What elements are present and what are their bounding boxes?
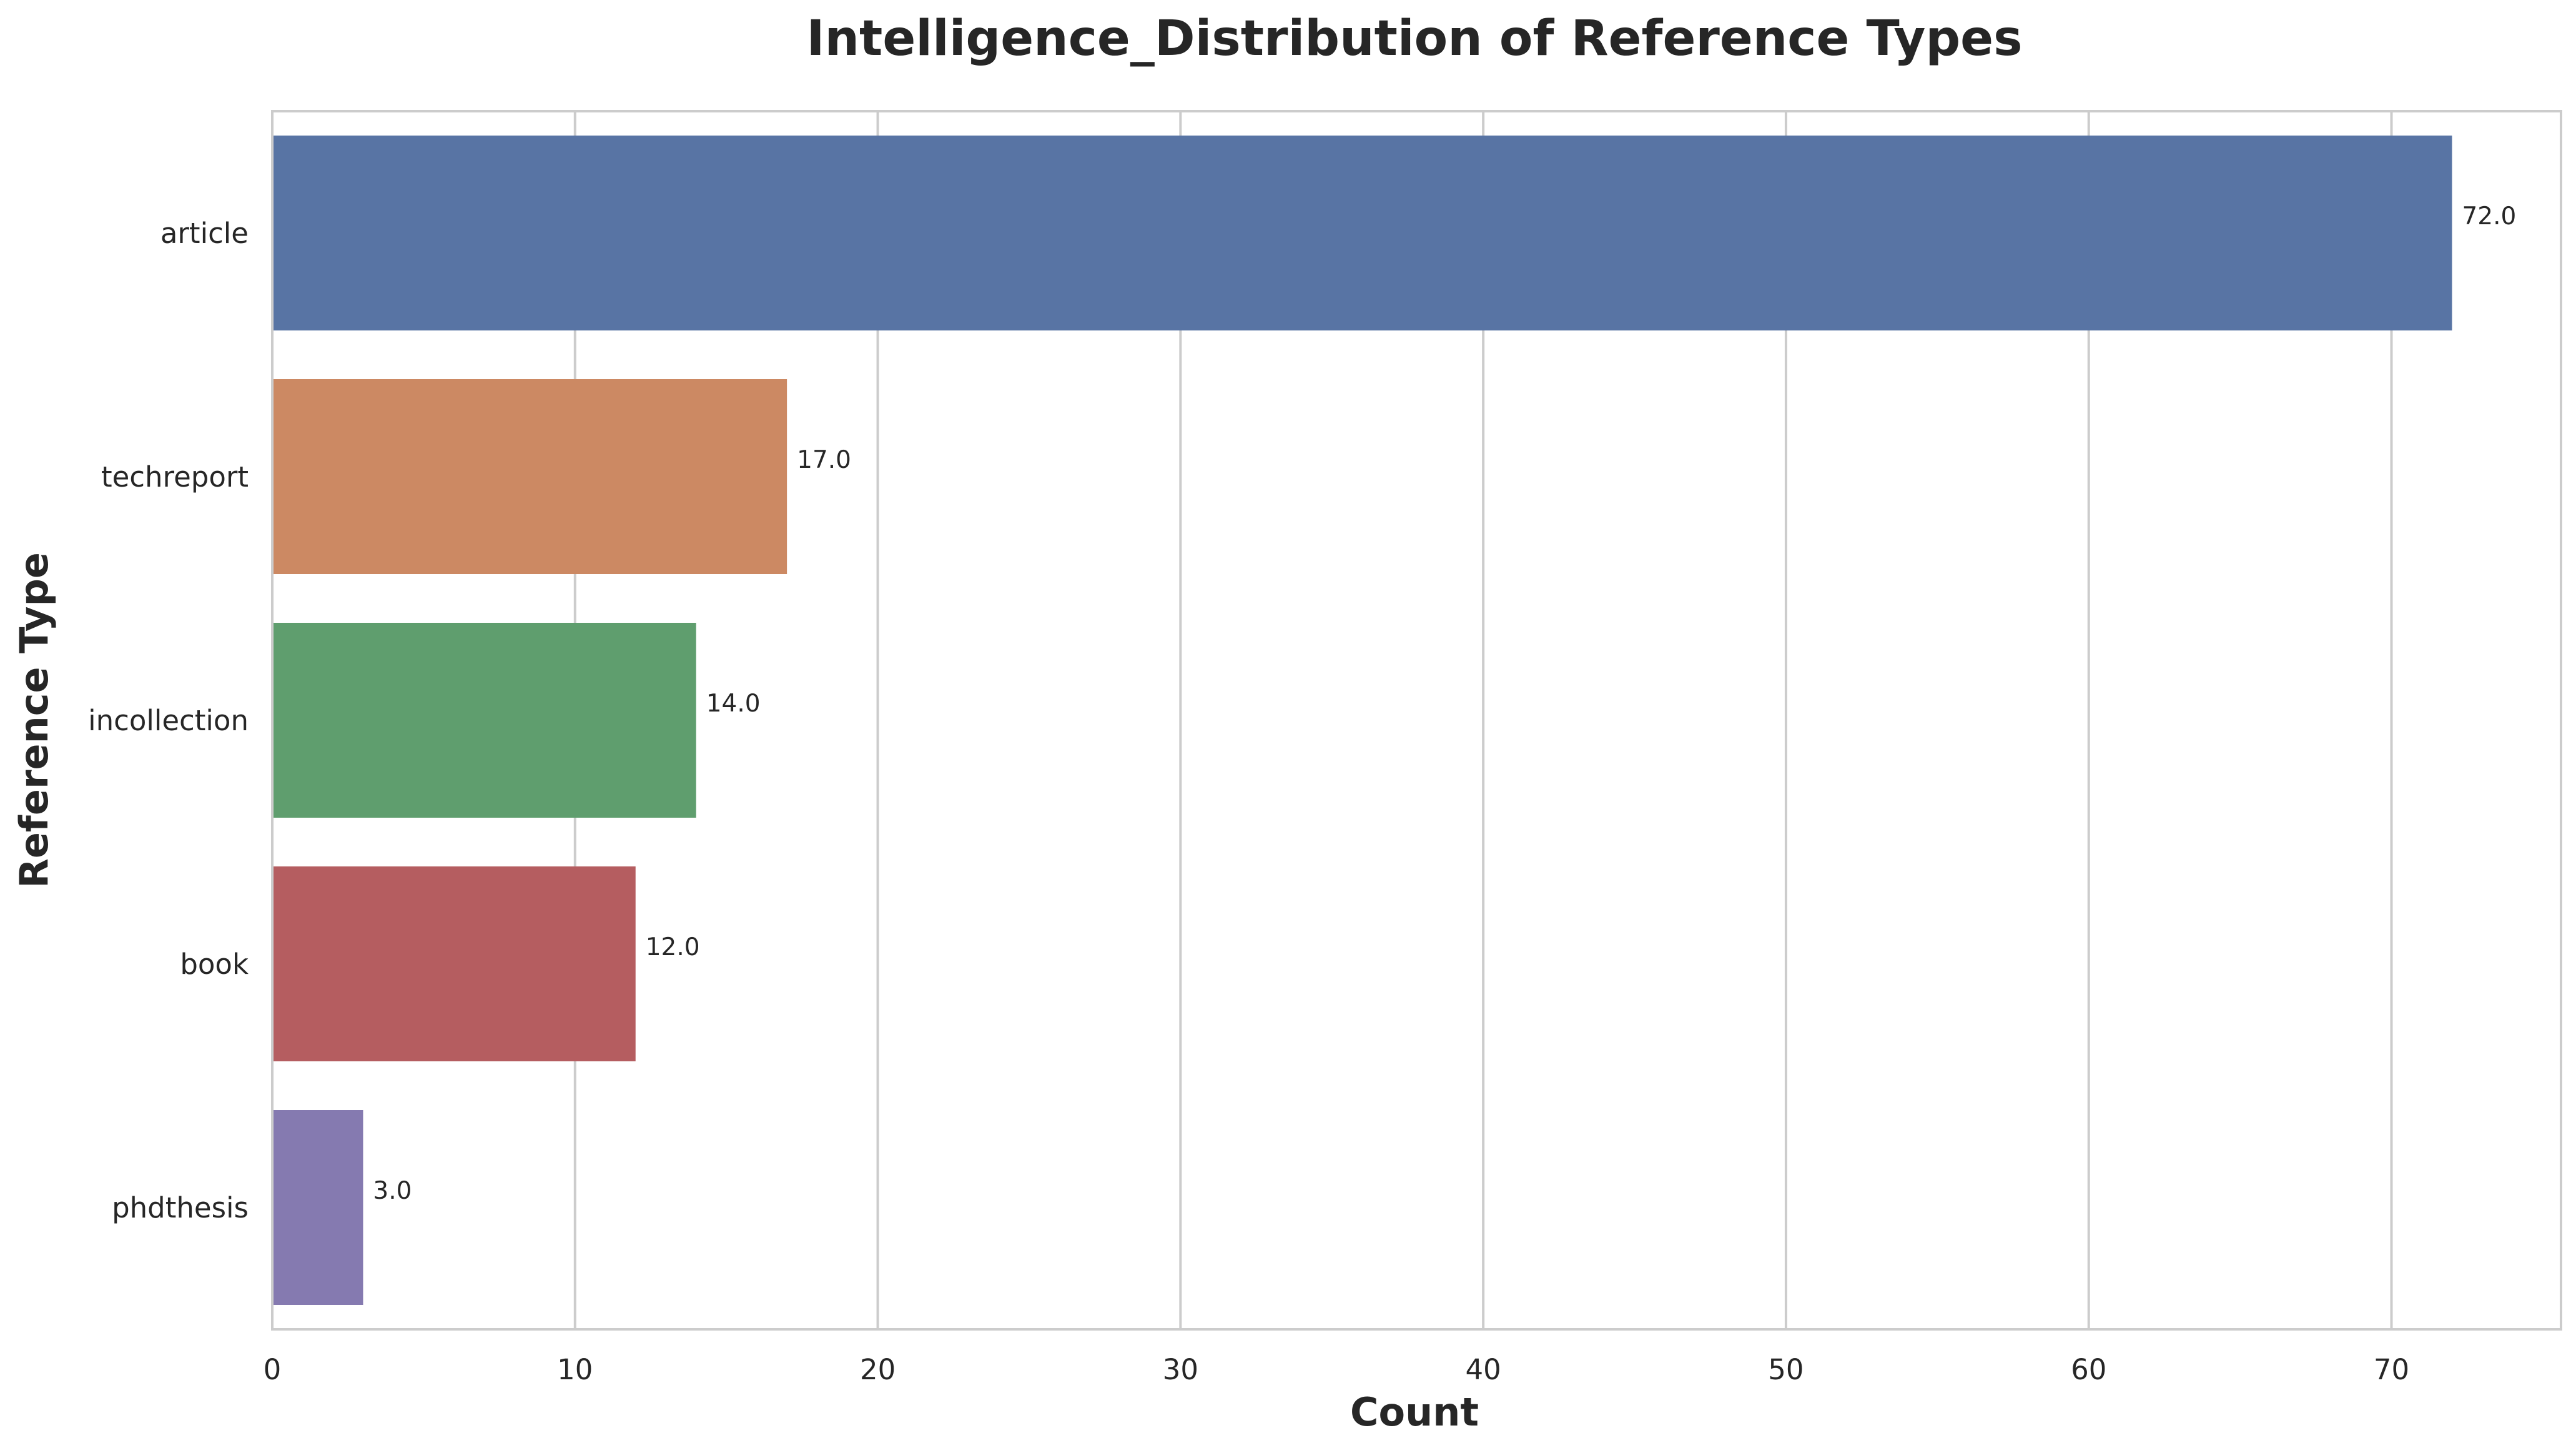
x-tick-label: 50	[1768, 1353, 1804, 1386]
bars	[272, 136, 2452, 1305]
y-axis-label: Reference Type	[11, 552, 57, 888]
data-label: 14.0	[706, 690, 761, 718]
bar-book	[272, 866, 636, 1061]
bar-phdthesis	[272, 1110, 363, 1305]
bar-techreport	[272, 379, 787, 574]
x-tick-label: 70	[2374, 1353, 2409, 1386]
y-tick-labels: article techreport incollection book phdthes…	[88, 217, 249, 1224]
y-tick-label: book	[180, 948, 249, 981]
data-label: 12.0	[646, 933, 700, 961]
x-tick-label: 10	[557, 1353, 593, 1386]
data-label: 72.0	[2462, 202, 2516, 231]
data-label: 17.0	[797, 446, 851, 474]
bar-incollection	[272, 623, 696, 818]
chart-title: Intelligence_Distribution of Reference T…	[806, 11, 2022, 67]
x-tick-label: 0	[264, 1353, 282, 1386]
y-tick-label: article	[160, 217, 249, 250]
bar-article	[272, 136, 2452, 330]
data-label: 3.0	[373, 1177, 412, 1205]
x-tick-label: 60	[2071, 1353, 2106, 1386]
x-tick-label: 30	[1163, 1353, 1198, 1386]
x-tick-label: 40	[1466, 1353, 1501, 1386]
y-tick-label: incollection	[88, 704, 249, 737]
y-tick-label: techreport	[101, 460, 249, 493]
x-tick-label: 20	[860, 1353, 896, 1386]
x-axis-label: Count	[1350, 1389, 1479, 1435]
data-labels: 72.0 17.0 14.0 12.0 3.0	[373, 202, 2516, 1205]
y-tick-label: phdthesis	[112, 1191, 249, 1224]
plot-frame	[271, 110, 2562, 1331]
x-tick-labels: 0 10 20 30 40 50 60 70	[264, 1353, 2409, 1386]
